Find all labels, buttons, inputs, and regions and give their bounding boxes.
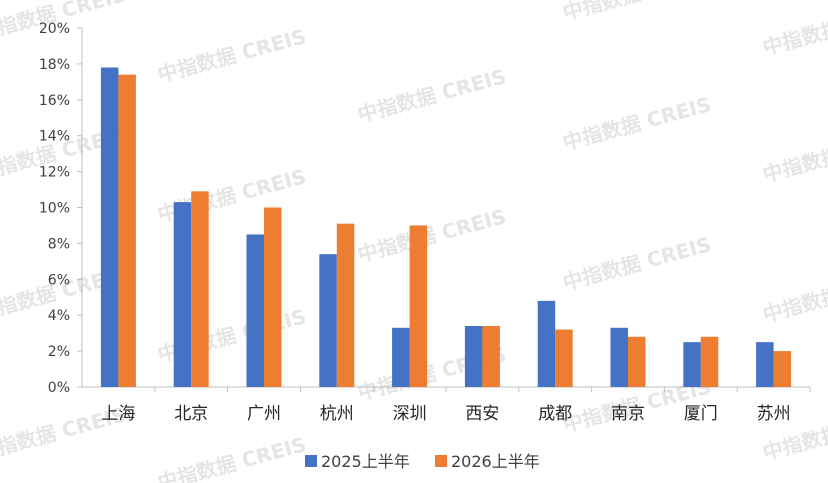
- y-tick-label: 18%: [39, 57, 70, 73]
- watermark-text: 中指数据 CREIS: [560, 232, 714, 295]
- x-tick-label: 南京: [611, 404, 645, 424]
- bar-2026-4: [409, 225, 428, 387]
- bar-2026-3: [336, 223, 355, 387]
- watermark-text: 中指数据 CREIS: [560, 0, 714, 25]
- watermark-text: 中指数据 CREIS: [155, 24, 309, 87]
- legend-label-1: 2026上半年: [451, 452, 540, 471]
- y-tick-label: 20%: [39, 21, 70, 37]
- x-axis-ticks: 上海 北京 广州 杭州 深圳 西安 成都 南京 厦门 苏州: [101, 387, 811, 424]
- bar-2026-7: [628, 336, 646, 387]
- bar-2026-9: [773, 351, 792, 387]
- bar-2026-8: [700, 336, 719, 387]
- y-tick-label: 14%: [39, 129, 70, 145]
- bar-2025-6: [537, 300, 556, 387]
- legend-swatch-0: [305, 455, 317, 467]
- watermark-text: 中指数据 CREIS: [560, 92, 714, 155]
- watermark-text: 中指数据 CREIS: [760, 124, 828, 187]
- x-tick-label: 西安: [465, 404, 499, 424]
- bar-2025-4: [392, 327, 410, 387]
- x-tick-label: 深圳: [393, 404, 427, 424]
- x-tick-label: 上海: [101, 404, 135, 424]
- y-tick-label: 6%: [48, 272, 70, 288]
- bar-2025-5: [464, 325, 483, 387]
- bar-2025-2: [246, 234, 264, 387]
- bar-2026-2: [264, 207, 282, 387]
- watermark-text: 中指数据 CREIS: [760, 0, 828, 60]
- x-tick-label: 广州: [247, 404, 281, 424]
- bar-2026-1: [191, 191, 209, 387]
- bar-2026-0: [118, 74, 136, 388]
- watermark-text: 中指数据 CREIS: [355, 64, 509, 127]
- bar-2025-1: [173, 202, 192, 387]
- bar-2025-0: [100, 67, 119, 388]
- watermark-text: 中指数据 CREIS: [355, 204, 509, 267]
- x-tick-label: 北京: [174, 404, 208, 424]
- y-tick-label: 12%: [39, 165, 70, 181]
- x-tick-label: 杭州: [320, 404, 354, 424]
- bars: [100, 67, 792, 388]
- watermark-text: 中指数据 CREIS: [155, 432, 309, 483]
- bar-2025-9: [756, 342, 774, 387]
- legend: 2025上半年 2026上半年: [305, 452, 540, 471]
- y-tick-label: 10%: [39, 201, 70, 217]
- bar-2026-6: [555, 329, 573, 387]
- bar-2026-5: [482, 325, 500, 387]
- bar-2025-3: [319, 254, 337, 387]
- y-tick-label: 0%: [48, 380, 70, 396]
- bar-2025-7: [610, 327, 628, 387]
- watermark-text: 中指数据 CREIS: [760, 264, 828, 327]
- legend-swatch-1: [435, 455, 447, 467]
- legend-label-0: 2025上半年: [321, 452, 410, 471]
- y-tick-label: 16%: [39, 93, 70, 109]
- y-tick-label: 2%: [48, 344, 70, 360]
- x-tick-label: 成都: [538, 404, 572, 424]
- x-tick-label: 苏州: [757, 404, 791, 424]
- bar-2025-8: [683, 342, 701, 387]
- y-axis-ticks: 0% 2% 4% 6% 8% 10% 12% 14% 16% 18% 20%: [39, 21, 82, 396]
- y-tick-label: 4%: [48, 308, 70, 324]
- x-tick-label: 厦门: [684, 404, 718, 424]
- y-tick-label: 8%: [48, 236, 70, 252]
